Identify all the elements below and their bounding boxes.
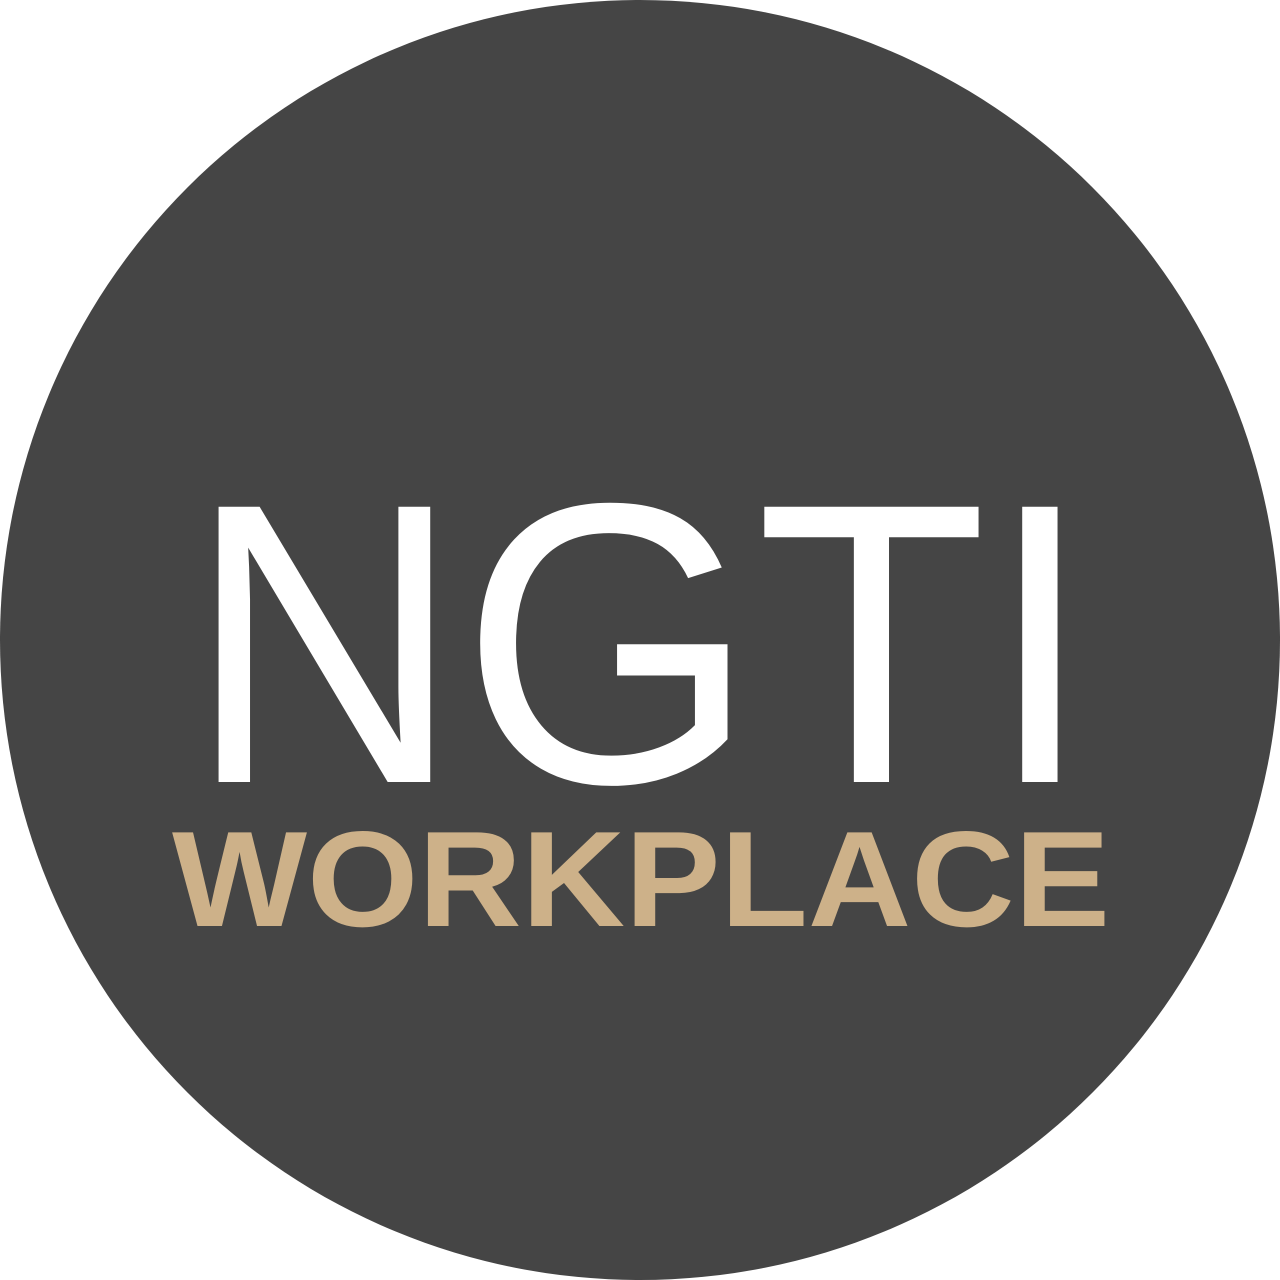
logo-secondary-text: WORKPLACE: [172, 803, 1110, 955]
logo-primary-text: NGTI: [188, 420, 1093, 867]
